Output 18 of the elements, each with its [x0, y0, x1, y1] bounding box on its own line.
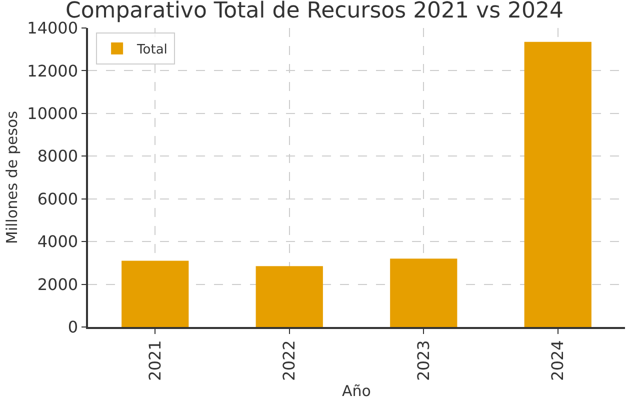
y-tick-label: 0 [68, 318, 78, 337]
legend-label: Total [136, 42, 168, 58]
y-tick-label: 12000 [27, 61, 78, 80]
y-tick-label: 2000 [37, 274, 78, 294]
x-tick-label: 2024 [548, 340, 568, 381]
bar [122, 260, 189, 327]
y-tick-label: 6000 [37, 189, 78, 208]
y-axis-title: Millones de pesos [2, 110, 21, 244]
y-tick-label: 8000 [37, 146, 78, 166]
x-tick-label: 2021 [145, 340, 164, 381]
bar [524, 42, 592, 327]
y-tick-label: 10000 [27, 104, 78, 124]
x-axis-title: Año [342, 382, 371, 400]
x-tick-label: 2022 [280, 340, 299, 381]
x-tick-label: 2023 [414, 340, 433, 381]
bar [390, 258, 458, 327]
bar [256, 266, 323, 327]
y-tick-label: 4000 [37, 232, 78, 252]
